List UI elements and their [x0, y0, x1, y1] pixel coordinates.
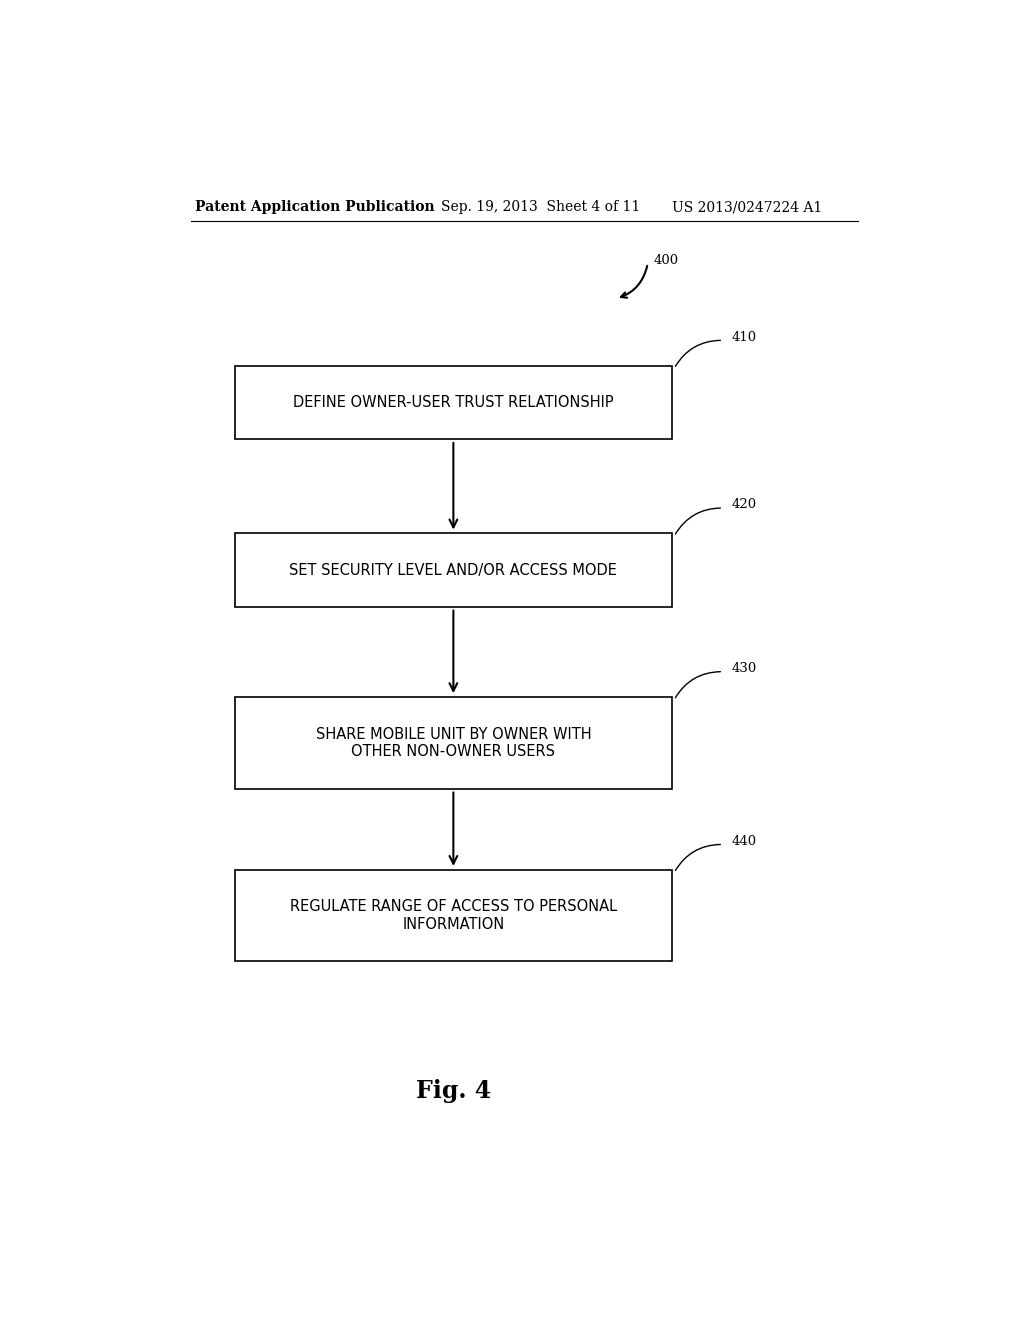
Text: DEFINE OWNER-USER TRUST RELATIONSHIP: DEFINE OWNER-USER TRUST RELATIONSHIP	[293, 395, 613, 409]
Text: US 2013/0247224 A1: US 2013/0247224 A1	[672, 201, 822, 214]
Text: Patent Application Publication: Patent Application Publication	[196, 201, 435, 214]
Text: 420: 420	[731, 499, 757, 511]
Text: SHARE MOBILE UNIT BY OWNER WITH
OTHER NON-OWNER USERS: SHARE MOBILE UNIT BY OWNER WITH OTHER NO…	[315, 726, 591, 759]
Text: 400: 400	[653, 253, 679, 267]
Bar	[236, 366, 672, 440]
Text: Fig. 4: Fig. 4	[416, 1080, 490, 1104]
Text: 430: 430	[731, 663, 757, 675]
Text: 410: 410	[731, 331, 757, 343]
Bar	[236, 697, 672, 788]
Text: 440: 440	[731, 836, 757, 847]
Text: REGULATE RANGE OF ACCESS TO PERSONAL
INFORMATION: REGULATE RANGE OF ACCESS TO PERSONAL INF…	[290, 899, 616, 932]
Text: Sep. 19, 2013  Sheet 4 of 11: Sep. 19, 2013 Sheet 4 of 11	[441, 201, 641, 214]
Bar	[236, 533, 672, 607]
Text: SET SECURITY LEVEL AND/OR ACCESS MODE: SET SECURITY LEVEL AND/OR ACCESS MODE	[290, 562, 617, 578]
Bar	[236, 870, 672, 961]
